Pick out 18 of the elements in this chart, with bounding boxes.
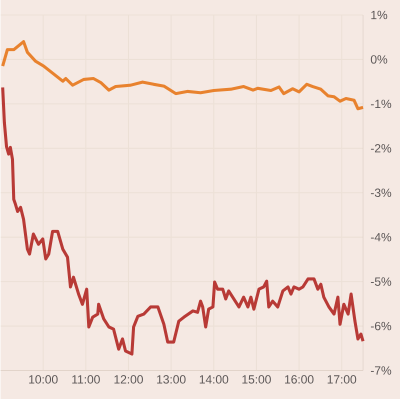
line-series [1, 40, 365, 110]
y-tick-label: 0% [370, 54, 388, 64]
y-tick-label: -4% [370, 232, 392, 242]
x-tick-label: 12:00 [114, 374, 143, 384]
y-tick-label: -5% [370, 277, 392, 286]
y-tick-label: -1% [370, 99, 392, 108]
x-tick-label: 11:00 [72, 374, 100, 384]
y-tick-label: -3% [370, 188, 392, 197]
y-tick-label: -7% [370, 366, 392, 374]
y-tick-label: -6% [370, 322, 392, 330]
x-tick-label: 17:00 [328, 374, 356, 384]
x-tick-label: 13:00 [157, 374, 186, 384]
x-tick-label: 10:00 [29, 374, 58, 384]
x-tick-label: 15:00 [242, 374, 271, 384]
x-tick-label: 16:00 [285, 374, 314, 384]
y-tick-label: -2% [370, 144, 392, 152]
x-tick-label: 14:00 [200, 374, 228, 384]
y-tick-label: 1% [371, 10, 388, 19]
